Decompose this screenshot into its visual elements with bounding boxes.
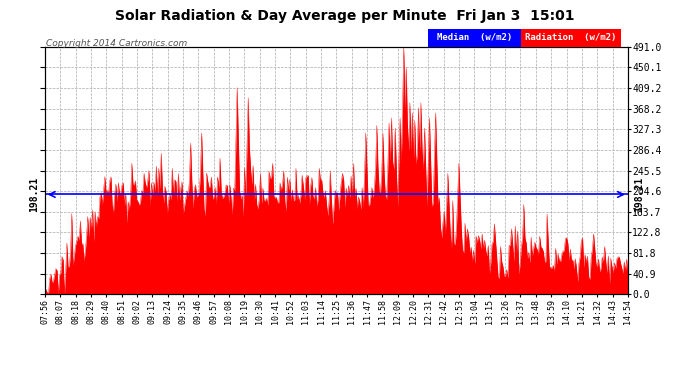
Text: Median  (w/m2): Median (w/m2)	[437, 33, 512, 42]
Text: 198.21: 198.21	[633, 177, 644, 212]
Text: Radiation  (w/m2): Radiation (w/m2)	[525, 33, 617, 42]
Text: Solar Radiation & Day Average per Minute  Fri Jan 3  15:01: Solar Radiation & Day Average per Minute…	[115, 9, 575, 23]
Text: 198.21: 198.21	[29, 177, 39, 212]
Text: Copyright 2014 Cartronics.com: Copyright 2014 Cartronics.com	[46, 39, 188, 48]
